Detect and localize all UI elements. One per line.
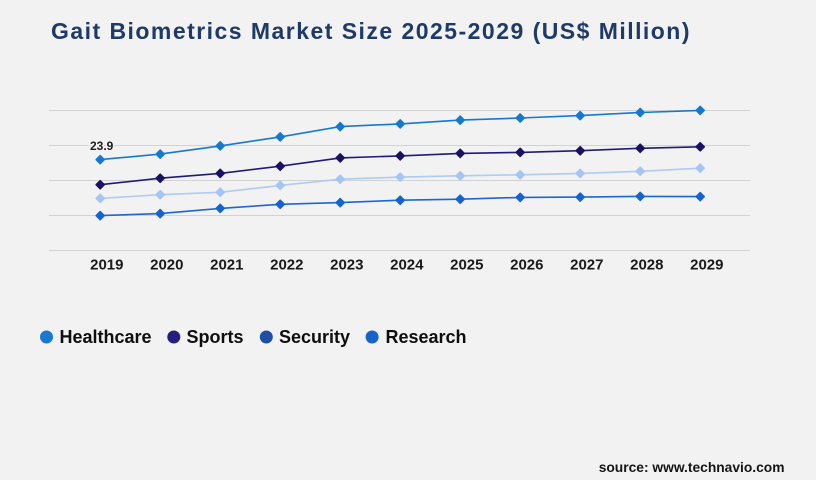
svg-text:2025: 2025 <box>450 257 483 274</box>
svg-text:2028: 2028 <box>630 257 663 274</box>
svg-text:2021: 2021 <box>210 257 243 274</box>
svg-text:source: www.technavio.com: source: www.technavio.com <box>599 460 785 475</box>
svg-text:Sports: Sports <box>187 327 244 347</box>
svg-text:Security: Security <box>279 327 350 347</box>
svg-text:23.9: 23.9 <box>90 139 114 153</box>
svg-text:2022: 2022 <box>270 257 303 274</box>
svg-text:2027: 2027 <box>570 257 603 274</box>
svg-text:2020: 2020 <box>150 257 183 274</box>
svg-text:Research: Research <box>386 327 467 347</box>
svg-text:2023: 2023 <box>330 257 363 274</box>
svg-text:Healthcare: Healthcare <box>60 327 152 347</box>
svg-text:2024: 2024 <box>390 257 424 274</box>
svg-text:2029: 2029 <box>690 257 723 274</box>
svg-text:2026: 2026 <box>510 257 543 274</box>
svg-text:2019: 2019 <box>90 257 123 274</box>
svg-text:Gait Biometrics Market Size 20: Gait Biometrics Market Size 2025-2029 (U… <box>51 18 691 44</box>
